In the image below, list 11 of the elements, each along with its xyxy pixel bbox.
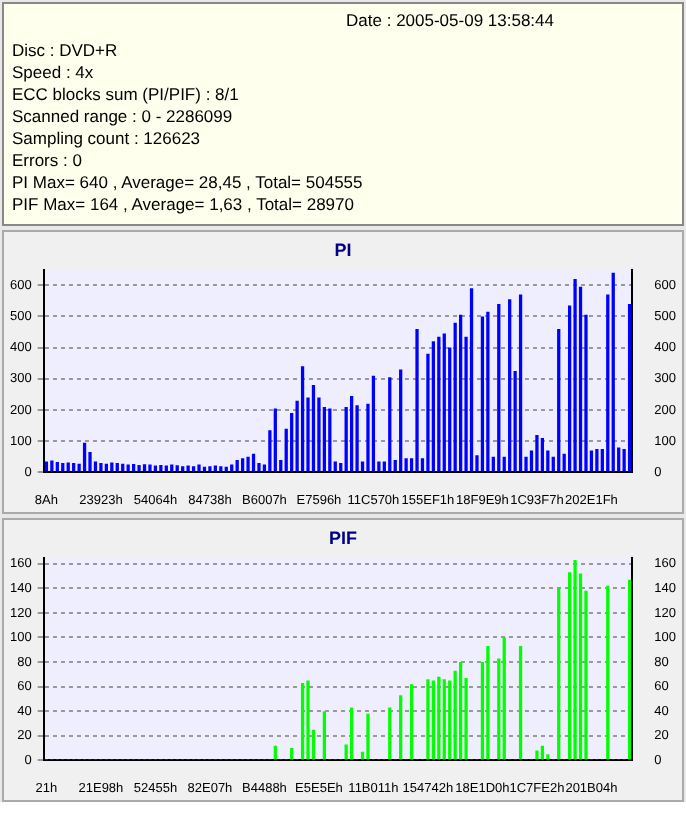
- text: Sampling count : 126623: [12, 128, 203, 150]
- text: Scanned range : 0 - 2286099: [12, 106, 235, 128]
- text: Speed : 4x: [12, 62, 96, 84]
- text: Disc : DVD+R: [12, 40, 120, 62]
- text: Date : 2005-05-09 13:58:44: [344, 10, 556, 32]
- chart-title: PIF: [328, 527, 358, 548]
- text: ECC blocks sum (PI/PIF) : 8/1: [12, 84, 241, 106]
- text: Errors : 0: [12, 150, 84, 172]
- text: PI Max= 640 , Average= 28,45 , Total= 504555: [12, 172, 365, 194]
- text: PIF Max= 164 , Average= 1,63 , Total= 28970: [12, 194, 356, 216]
- chart-title: PI: [334, 239, 352, 260]
